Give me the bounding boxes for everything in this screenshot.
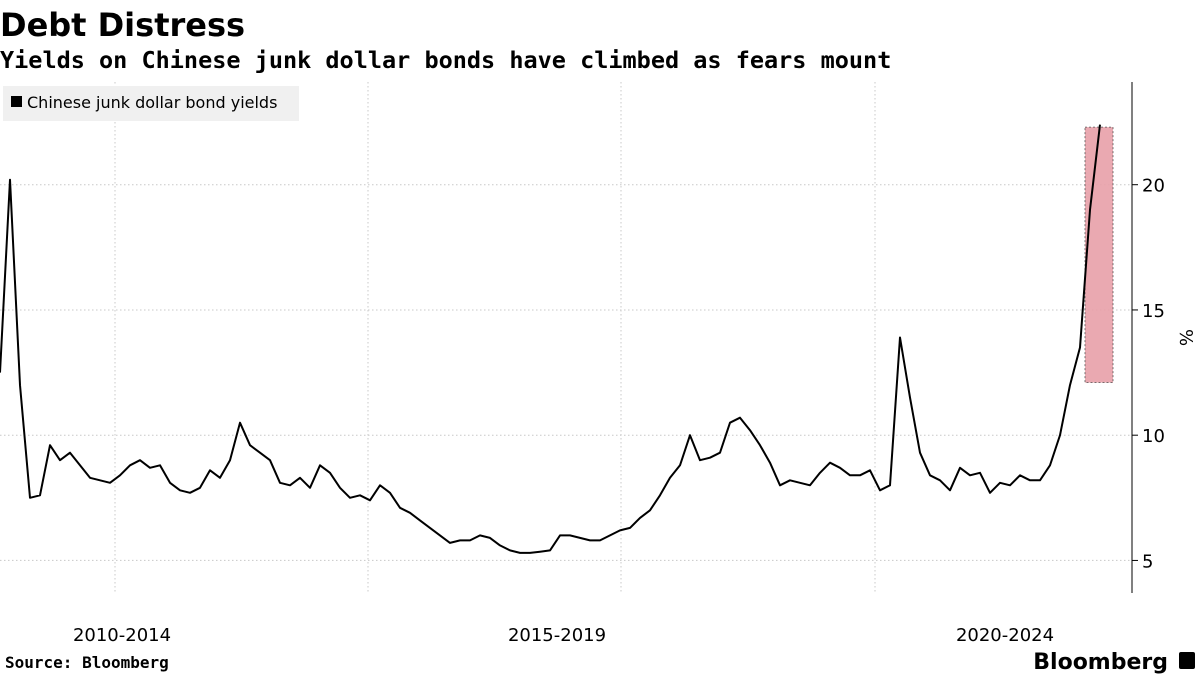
data-line <box>0 124 1101 554</box>
source: Source: Bloomberg <box>5 653 169 672</box>
y-tick-label: 20 <box>1142 176 1165 197</box>
y-axis-label: % <box>1175 329 1196 346</box>
chart-subtitle: Yields on Chinese junk dollar bonds have… <box>0 46 891 74</box>
y-tick-label: 10 <box>1142 426 1165 447</box>
legend-box <box>3 86 299 121</box>
brand-logo: Bloomberg <box>1033 650 1168 675</box>
x-tick-label: 2010-2014 <box>73 625 171 646</box>
legend-swatch <box>11 96 22 107</box>
x-tick-label: 2015-2019 <box>508 625 606 646</box>
highlight-region <box>1084 126 1114 383</box>
legend-label: Chinese junk dollar bond yields <box>27 93 277 112</box>
x-tick-label: 2020-2024 <box>956 625 1054 646</box>
y-tick-label: 15 <box>1142 301 1165 322</box>
chart-title: Debt Distress <box>0 6 245 44</box>
y-tick-label: 5 <box>1142 551 1153 572</box>
brand-icon <box>1179 652 1195 669</box>
